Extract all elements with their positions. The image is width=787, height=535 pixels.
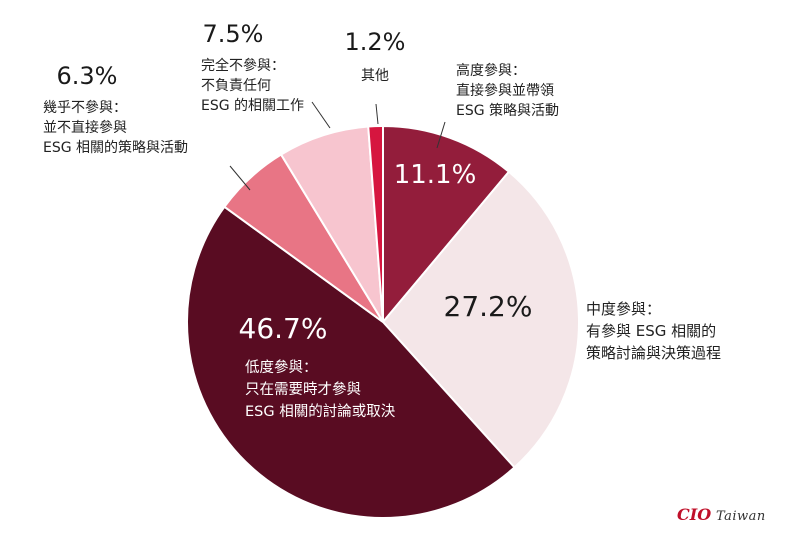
pie-slice-0 bbox=[382, 124, 511, 325]
slice-label-2: 低度參與： 只在需要時才參與 ESG 相關的討論或取決 bbox=[245, 359, 396, 420]
slice-label-4: 完全不參與： 不負責任何 ESG 的相關工作 bbox=[201, 57, 304, 114]
pie-slice-5 bbox=[367, 124, 384, 323]
slice-labels: 11.1% 高度參與： 直接參與並帶領 ESG 策略與活動 27.2% 中度參與： 有參與 … bbox=[43, 20, 721, 420]
slice-label-line: 其他 bbox=[361, 68, 389, 84]
slice-label-line: 不負責任何 bbox=[201, 78, 271, 94]
slice-percent-5: 1.2% bbox=[345, 28, 406, 56]
slice-label-line: 直接參與並帶領 bbox=[456, 82, 554, 99]
pie-slice-1 bbox=[381, 170, 580, 469]
slice-percent-1: 27.2% bbox=[444, 290, 533, 323]
slice-label-line: ESG 的相關工作 bbox=[201, 98, 304, 114]
slice-percent-2: 46.7% bbox=[239, 312, 328, 345]
logo-region: Taiwan bbox=[715, 509, 766, 524]
slice-label-5: 其他 bbox=[361, 68, 389, 84]
slice-label-0: 高度參與： 直接參與並帶領 ESG 策略與活動 bbox=[456, 62, 559, 119]
cio-taiwan-logo: CIO Taiwan bbox=[677, 505, 766, 524]
leader-line-0 bbox=[436, 121, 446, 149]
slice-label-line: 並不直接參與 bbox=[43, 119, 127, 136]
slice-percent-0: 11.1% bbox=[394, 160, 477, 190]
pie-slices bbox=[186, 124, 580, 519]
slice-label-line: 策略討論與決策過程 bbox=[586, 344, 721, 362]
slice-percent-4: 7.5% bbox=[203, 20, 264, 48]
logo-cio: CIO bbox=[677, 505, 712, 524]
slice-label-line: 幾乎不參與： bbox=[43, 100, 127, 116]
slice-label-line: ESG 相關的策略與活動 bbox=[43, 139, 188, 156]
slice-label-3: 幾乎不參與： 並不直接參與 ESG 相關的策略與活動 bbox=[43, 100, 188, 156]
leader-line-4 bbox=[311, 101, 331, 129]
slice-label-line: 低度參與： bbox=[245, 359, 318, 376]
slice-label-line: 完全不參與： bbox=[201, 57, 285, 74]
leader-lines bbox=[229, 101, 446, 191]
leader-line-5 bbox=[375, 103, 379, 125]
pie-slice-2 bbox=[186, 205, 516, 519]
slice-percent-3: 6.3% bbox=[57, 62, 118, 90]
slice-label-line: 中度參與： bbox=[586, 300, 661, 318]
leader-line-3 bbox=[229, 165, 251, 191]
slice-label-line: 只在需要時才參與 bbox=[245, 381, 361, 398]
slice-label-line: 高度參與： bbox=[456, 62, 526, 79]
slice-label-line: 有參與 ESG 相關的 bbox=[586, 322, 716, 340]
slice-label-1: 中度參與： 有參與 ESG 相關的策略討論與決策過程 bbox=[586, 300, 721, 362]
slice-label-line: ESG 相關的討論或取決 bbox=[245, 403, 396, 420]
slice-label-line: ESG 策略與活動 bbox=[456, 102, 559, 119]
